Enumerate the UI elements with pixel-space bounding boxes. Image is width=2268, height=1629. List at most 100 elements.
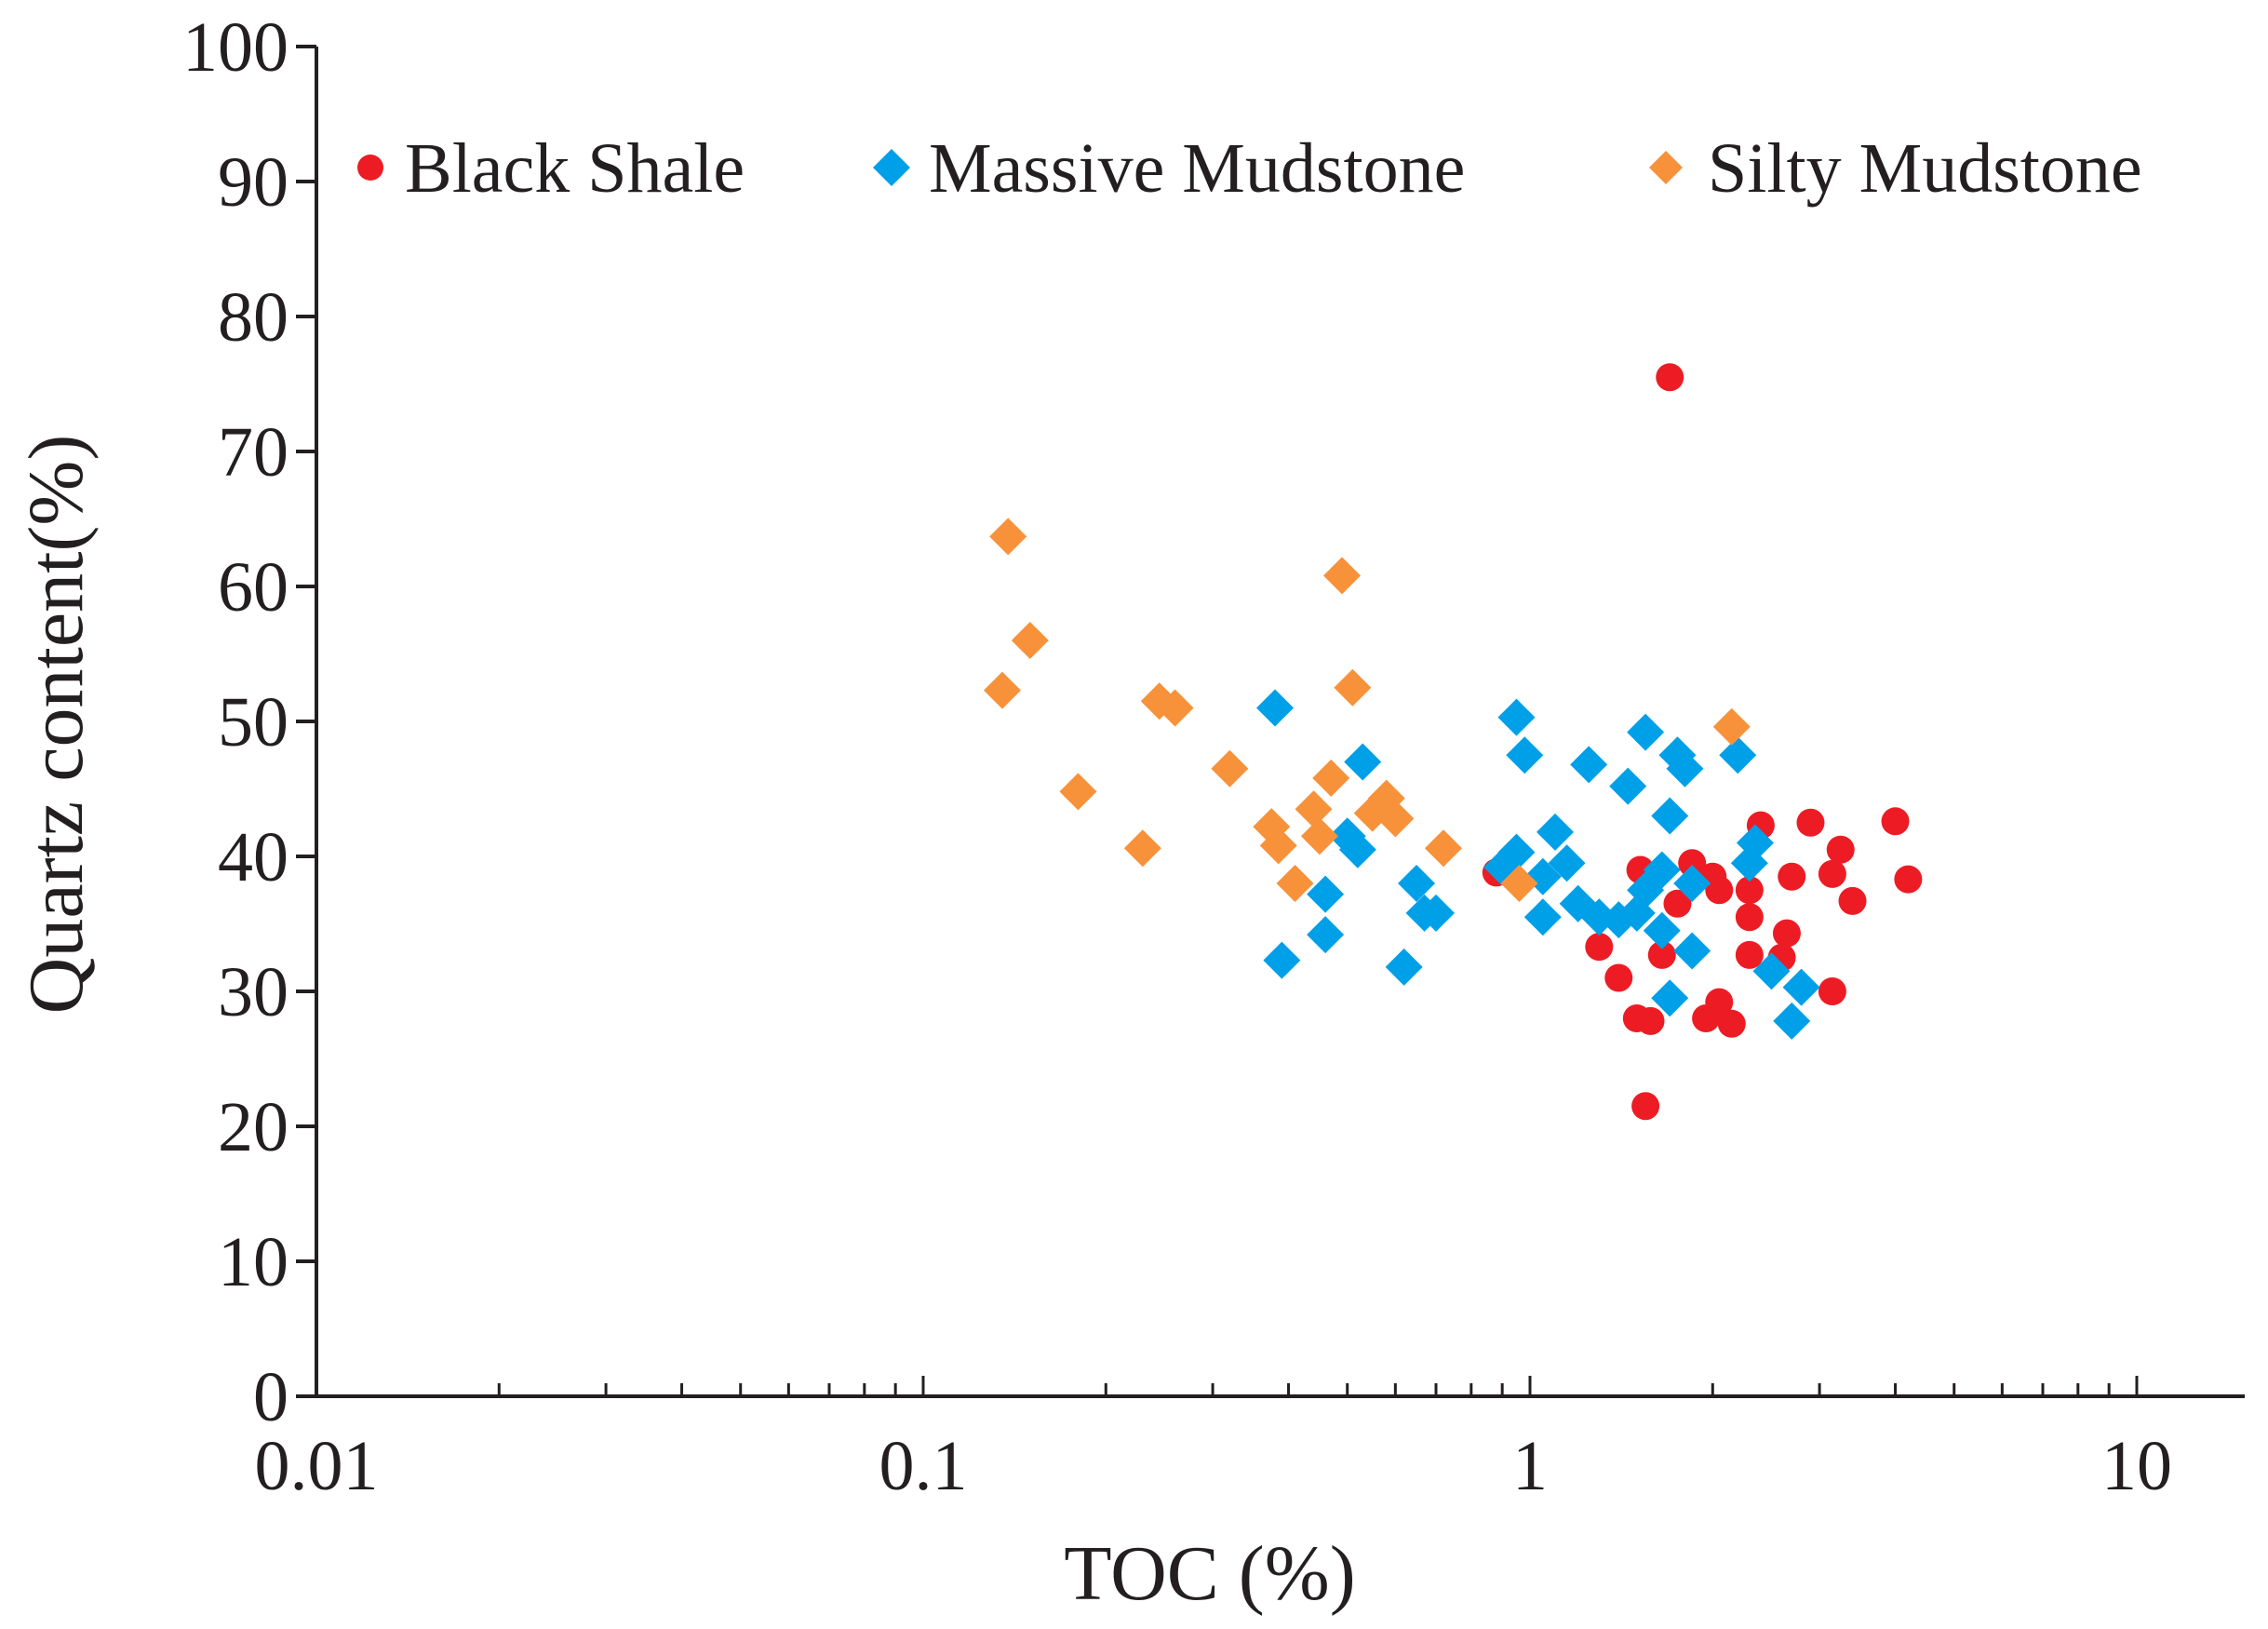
point-black-shale bbox=[1663, 889, 1692, 918]
point-massive-mudstone bbox=[1651, 797, 1689, 835]
point-black-shale bbox=[1818, 859, 1846, 888]
point-black-shale bbox=[1705, 876, 1734, 905]
legend: Black Shale Massive Mudstone Silty Mudst… bbox=[357, 129, 2142, 208]
point-silty-mudstone bbox=[1059, 773, 1097, 811]
y-axis-ticks bbox=[296, 45, 316, 1398]
x-axis-title: TOC (%) bbox=[1064, 1530, 1355, 1617]
y-tick-label: 20 bbox=[218, 1088, 289, 1166]
legend-marker-silty-mudstone bbox=[1649, 151, 1683, 184]
point-massive-mudstone bbox=[1417, 894, 1456, 932]
y-tick-label: 10 bbox=[218, 1223, 289, 1301]
point-silty-mudstone bbox=[1424, 829, 1462, 868]
point-massive-mudstone bbox=[1506, 736, 1544, 774]
series-black-shale bbox=[1482, 363, 1923, 1121]
point-silty-mudstone bbox=[1312, 759, 1350, 797]
point-massive-mudstone bbox=[1627, 713, 1665, 751]
legend-label-black-shale: Black Shale bbox=[405, 129, 745, 208]
point-black-shale bbox=[1631, 1092, 1660, 1121]
point-silty-mudstone bbox=[1295, 790, 1333, 828]
point-massive-mudstone bbox=[1548, 844, 1586, 882]
point-black-shale bbox=[1678, 849, 1707, 878]
point-black-shale bbox=[1735, 940, 1764, 969]
point-massive-mudstone bbox=[1782, 968, 1820, 1006]
point-massive-mudstone bbox=[1666, 749, 1704, 788]
y-axis-title: Quartz content(%) bbox=[13, 435, 100, 1015]
point-massive-mudstone bbox=[1263, 941, 1301, 979]
legend-marker-black-shale bbox=[357, 155, 383, 181]
point-black-shale bbox=[1772, 919, 1801, 948]
point-silty-mudstone bbox=[1712, 707, 1751, 746]
point-massive-mudstone bbox=[1536, 813, 1574, 851]
y-tick-label: 90 bbox=[218, 143, 289, 222]
point-massive-mudstone bbox=[1497, 833, 1536, 871]
x-tick-label: 0.01 bbox=[255, 1427, 379, 1505]
point-black-shale bbox=[1636, 1006, 1665, 1035]
point-black-shale bbox=[1838, 886, 1867, 915]
legend-marker-massive-mudstone bbox=[873, 149, 910, 186]
point-massive-mudstone bbox=[1570, 746, 1608, 784]
point-silty-mudstone bbox=[1276, 865, 1314, 902]
point-silty-mudstone bbox=[1300, 817, 1338, 855]
x-axis-tick-labels: 0.01 0.1 1 10 bbox=[255, 1427, 2173, 1505]
point-massive-mudstone bbox=[1398, 865, 1436, 902]
point-black-shale bbox=[1894, 865, 1923, 894]
legend-label-massive-mudstone: Massive Mudstone bbox=[929, 129, 1465, 208]
point-black-shale bbox=[1585, 933, 1614, 962]
point-black-shale bbox=[1717, 1009, 1746, 1038]
point-silty-mudstone bbox=[1156, 689, 1194, 727]
point-massive-mudstone bbox=[1773, 1002, 1811, 1040]
point-silty-mudstone bbox=[1011, 622, 1049, 659]
y-tick-label: 80 bbox=[218, 278, 289, 357]
point-black-shale bbox=[1647, 940, 1676, 969]
point-massive-mudstone bbox=[1523, 898, 1562, 936]
point-silty-mudstone bbox=[1123, 829, 1161, 868]
point-silty-mudstone bbox=[1259, 827, 1297, 865]
point-silty-mudstone bbox=[1376, 800, 1415, 838]
y-tick-label: 0 bbox=[253, 1358, 289, 1436]
data-points bbox=[983, 363, 1923, 1121]
series-massive-mudstone bbox=[1256, 689, 1820, 1040]
x-axis-ticks bbox=[315, 1376, 2139, 1396]
y-axis-tick-labels: 0 10 20 30 40 50 60 70 80 90 100 bbox=[182, 8, 289, 1436]
point-massive-mudstone bbox=[1736, 824, 1774, 862]
y-tick-label: 40 bbox=[218, 818, 289, 896]
legend-label-silty-mudstone: Silty Mudstone bbox=[1708, 129, 2142, 208]
point-massive-mudstone bbox=[1338, 830, 1376, 868]
x-tick-label: 10 bbox=[2101, 1427, 2172, 1505]
y-tick-label: 50 bbox=[218, 683, 289, 761]
x-tick-label: 0.1 bbox=[879, 1427, 968, 1505]
point-massive-mudstone bbox=[1497, 698, 1536, 736]
point-massive-mudstone bbox=[1719, 736, 1757, 774]
x-tick-label: 1 bbox=[1512, 1427, 1548, 1505]
point-silty-mudstone bbox=[983, 671, 1021, 709]
point-massive-mudstone bbox=[1752, 952, 1791, 990]
point-silty-mudstone bbox=[1500, 865, 1538, 902]
point-black-shale bbox=[1705, 988, 1734, 1016]
y-tick-label: 70 bbox=[218, 413, 289, 491]
point-black-shale bbox=[1656, 363, 1684, 392]
point-massive-mudstone bbox=[1673, 865, 1711, 902]
y-tick-label: 100 bbox=[182, 8, 289, 87]
point-silty-mudstone bbox=[1211, 749, 1249, 788]
point-black-shale bbox=[1778, 862, 1806, 891]
point-black-shale bbox=[1818, 977, 1846, 1005]
point-massive-mudstone bbox=[1673, 932, 1711, 970]
point-massive-mudstone bbox=[1307, 916, 1345, 954]
point-massive-mudstone bbox=[1307, 875, 1345, 913]
point-massive-mudstone bbox=[1651, 979, 1689, 1017]
point-black-shale bbox=[1604, 963, 1633, 992]
point-massive-mudstone bbox=[1385, 948, 1423, 986]
series-silty-mudstone bbox=[983, 518, 1751, 902]
point-silty-mudstone bbox=[989, 518, 1027, 556]
point-silty-mudstone bbox=[1334, 668, 1372, 707]
point-black-shale bbox=[1796, 808, 1825, 837]
point-massive-mudstone bbox=[1256, 689, 1295, 727]
point-black-shale bbox=[1735, 876, 1764, 905]
point-massive-mudstone bbox=[1643, 911, 1681, 949]
point-black-shale bbox=[1881, 807, 1910, 836]
y-tick-label: 60 bbox=[218, 548, 289, 626]
point-massive-mudstone bbox=[1643, 851, 1681, 889]
point-massive-mudstone bbox=[1344, 743, 1382, 781]
